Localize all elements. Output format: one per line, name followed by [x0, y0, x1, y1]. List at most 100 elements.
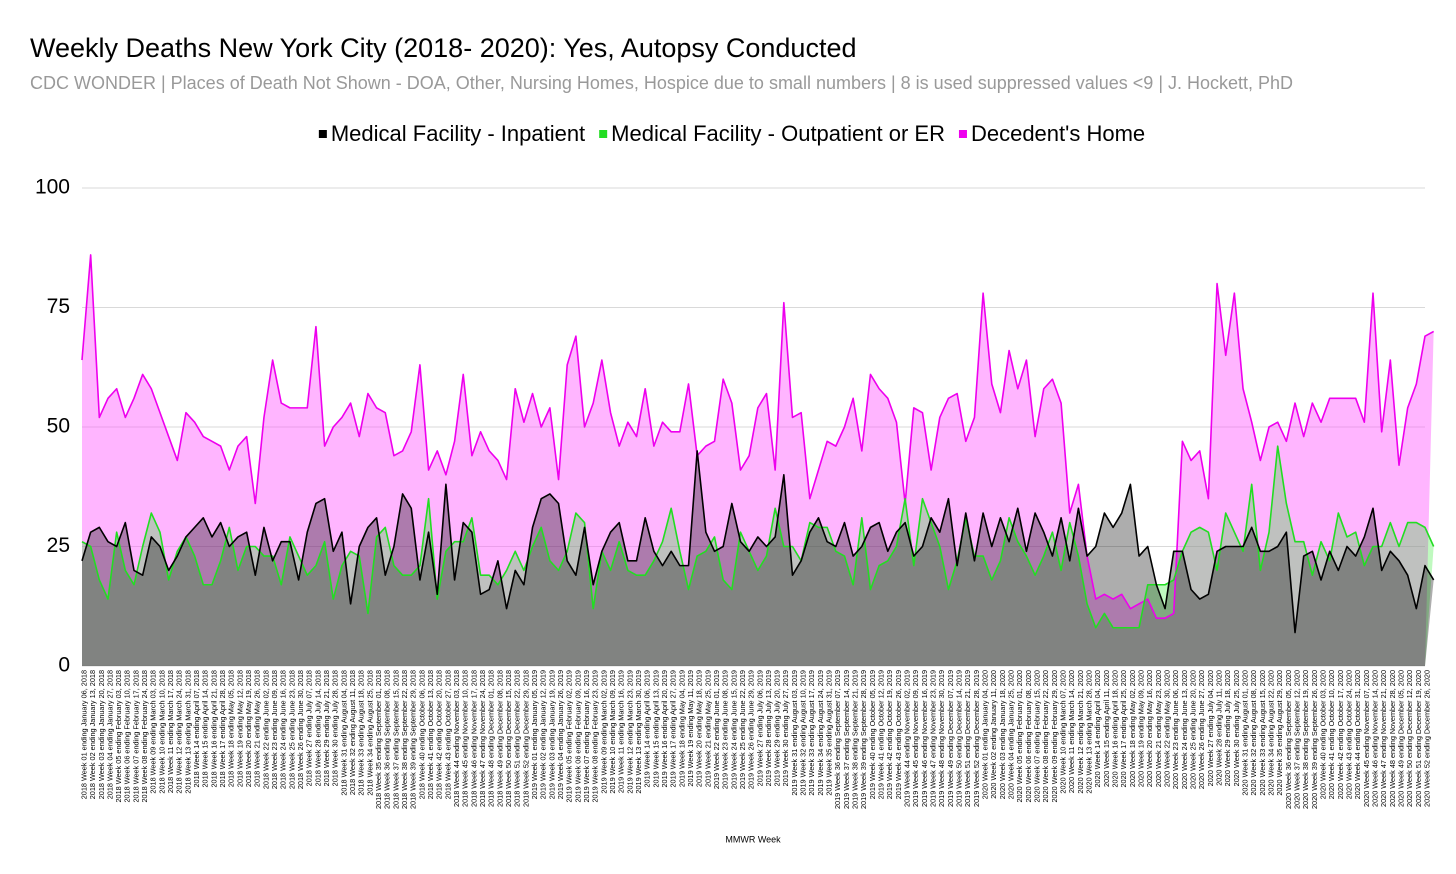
x-tick-label: 2020 Week 11 ending March 14, 2020	[1067, 670, 1076, 793]
x-tick-label: 2018 Week 12 ending March 24, 2018	[175, 670, 184, 794]
x-tick-label: 2020 Week 23 ending June 06, 2020	[1171, 670, 1180, 789]
x-tick-label: 2018 Week 29 ending July 21, 2018	[322, 670, 331, 786]
y-tick-label: 75	[47, 295, 70, 318]
x-tick-label: 2018 Week 03 ending January 20, 2018	[97, 670, 106, 799]
x-tick-label: 2018 Week 48 ending December 01, 2018	[487, 670, 496, 807]
x-tick-label: 2019 Week 44 ending November 02, 2019	[903, 670, 912, 807]
chart-title: Weekly Deaths New York City (2018- 2020)…	[30, 33, 856, 63]
x-tick-label: 2018 Week 51 ending December 22, 2018	[513, 670, 522, 807]
y-tick-label: 50	[47, 415, 70, 438]
x-tick-label: 2020 Week 01 ending January 04, 2020	[981, 670, 990, 799]
x-tick-label: 2018 Week 45 ending November 10, 2018	[461, 670, 470, 807]
x-tick-label: 2018 Week 32 ending August 11, 2018	[348, 670, 357, 795]
x-tick-label: 2020 Week 50 ending December 12, 2020	[1405, 670, 1414, 807]
x-tick-label: 2020 Week 43 ending October 24, 2020	[1344, 670, 1353, 799]
x-tick-label: 2020 Week 30 ending July 25, 2020	[1232, 670, 1241, 786]
x-tick-label: 2018 Week 43 ending October 27, 2018	[443, 670, 452, 799]
x-tick-label: 2020 Week 36 ending September 05, 2020	[1284, 670, 1293, 809]
series-line	[81, 445, 1435, 629]
x-tick-label: 2019 Week 01 ending January 05, 2019	[530, 670, 539, 799]
x-tick-label: 2018 Week 07 ending February 17, 2018	[131, 670, 140, 803]
x-tick-label: 2018 Week 37 ending September 15, 2018	[391, 670, 400, 809]
x-tick-label: 2019 Week 17 ending April 27, 2019	[669, 670, 678, 788]
x-tick-label: 2018 Week 38 ending September 22, 2018	[400, 670, 409, 809]
x-tick-label: 2020 Week 09 ending February 29, 2020	[1050, 670, 1059, 803]
x-tick-label: 2020 Week 48 ending November 28, 2020	[1388, 670, 1397, 807]
x-tick-label: 2019 Week 38 ending September 21, 2019	[851, 670, 860, 809]
x-tick-label: 2019 Week 11 ending March 16, 2019	[617, 670, 626, 793]
x-tick-label: 2020 Week 12 ending March 21, 2020	[1076, 670, 1085, 794]
x-tick-label: 2019 Week 40 ending October 05, 2019	[868, 670, 877, 799]
x-tick-label: 2019 Week 41 ending October 12, 2019	[877, 670, 886, 799]
x-tick-label: 2019 Week 45 ending November 09, 2019	[911, 670, 920, 807]
x-tick-label: 2018 Week 33 ending August 18, 2018	[357, 670, 366, 796]
x-tick-label: 2020 Week 02 ending January 11, 2020	[989, 670, 998, 799]
x-tick-label: 2019 Week 09 ending March 02, 2019	[599, 670, 608, 794]
x-tick-label: 2018 Week 05 ending February 03, 2018	[114, 670, 123, 803]
x-tick-label: 2020 Week 07 ending February 15, 2020	[1033, 670, 1042, 803]
x-tick-label: 2020 Week 51 ending December 19, 2020	[1414, 670, 1423, 807]
legend-swatch	[599, 130, 608, 138]
x-tick-label: 2019 Week 36 ending September 07, 2019	[833, 670, 842, 809]
x-tick-label: 2019 Week 35 ending August 31, 2019	[825, 670, 834, 796]
x-tick-label: 2019 Week 13 ending March 30, 2019	[634, 670, 643, 794]
x-tick-label: 2019 Week 37 ending September 14, 2019	[842, 670, 851, 809]
legend: Medical Facility - Inpatient Medical Faci…	[318, 121, 1145, 146]
x-tick-label: 2020 Week 16 ending April 18, 2020	[1110, 670, 1119, 788]
x-tick-label: 2019 Week 39 ending September 28, 2019	[859, 670, 868, 809]
x-tick-label: 2020 Week 41 ending October 10, 2020	[1327, 670, 1336, 799]
x-tick-label: 2018 Week 39 ending September 29, 2018	[409, 670, 418, 809]
chart-subtitle: CDC WONDER | Places of Death Not Shown -…	[30, 73, 1293, 93]
x-tick-label: 2020 Week 29 ending July 18, 2020	[1223, 670, 1232, 786]
x-tick-label: 2020 Week 05 ending February 01, 2020	[1015, 670, 1024, 803]
legend-swatch	[318, 130, 327, 138]
x-tick-label: 2018 Week 08 ending February 24, 2018	[140, 670, 149, 803]
x-tick-label: 2019 Week 52 ending December 28, 2019	[972, 670, 981, 807]
x-tick-label: 2018 Week 20 ending May 19, 2018	[244, 670, 253, 787]
x-tick-label: 2020 Week 06 ending February 08, 2020	[1024, 670, 1033, 803]
x-tick-label: 2018 Week 17 ending April 28, 2018	[218, 670, 227, 788]
x-tick-label: 2020 Week 17 ending April 25, 2020	[1119, 670, 1128, 788]
x-tick-label: 2020 Week 25 ending June 20, 2020	[1188, 670, 1197, 789]
series-line	[81, 450, 1435, 634]
x-tick-label: 2020 Week 52 ending December 26, 2020	[1422, 670, 1431, 807]
y-tick-label: 100	[35, 176, 70, 199]
x-tick-label: 2018 Week 24 ending June 16, 2018	[279, 670, 288, 789]
x-tick-label: 2018 Week 01 ending January 06, 2018	[79, 670, 88, 799]
x-tick-label: 2018 Week 49 ending December 08, 2018	[495, 670, 504, 807]
area-fill	[82, 450, 1434, 666]
x-tick-label: 2019 Week 46 ending November 16, 2019	[920, 670, 929, 807]
x-tick-label: 2019 Week 25 ending June 22, 2019	[738, 670, 747, 789]
x-tick-label: 2018 Week 22 ending June 02, 2018	[261, 670, 270, 789]
x-tick-label: 2020 Week 39 ending September 26, 2020	[1310, 670, 1319, 809]
x-tick-label: 2018 Week 35 ending September 01, 2018	[374, 670, 383, 809]
x-tick-label: 2020 Week 04 ending January 25, 2020	[1007, 670, 1016, 799]
x-tick-label: 2018 Week 40 ending October 06, 2018	[417, 670, 426, 799]
x-tick-label: 2019 Week 43 ending October 26, 2019	[894, 670, 903, 799]
x-tick-label: 2020 Week 28 ending July 11, 2020	[1214, 670, 1223, 786]
x-tick-label: 2019 Week 29 ending July 20, 2019	[773, 670, 782, 786]
x-tick-label: 2018 Week 21 ending May 26, 2018	[253, 670, 262, 787]
x-tick-label: 2020 Week 31 ending August 01, 2020	[1240, 670, 1249, 796]
x-tick-label: 2018 Week 25 ending June 23, 2018	[287, 670, 296, 789]
x-tick-label: 2020 Week 44 ending October 31, 2020	[1353, 670, 1362, 799]
legend-label: Medical Facility - Inpatient	[331, 121, 585, 146]
x-tick-label: 2018 Week 52 ending December 29, 2018	[521, 670, 530, 807]
x-axis-label: MMWR Week	[725, 834, 781, 844]
x-tick-label: 2020 Week 33 ending August 15, 2020	[1258, 670, 1267, 796]
x-tick-label: 2018 Week 13 ending March 31, 2018	[183, 670, 192, 794]
x-tick-label: 2020 Week 46 ending November 14, 2020	[1370, 670, 1379, 807]
x-tick-label: 2020 Week 18 ending May 02, 2020	[1128, 670, 1137, 787]
x-tick-label: 2018 Week 26 ending June 30, 2018	[296, 670, 305, 789]
x-tick-label: 2020 Week 35 ending August 29, 2020	[1275, 670, 1284, 796]
x-tick-label: 2020 Week 03 ending January 18, 2020	[998, 670, 1007, 799]
x-tick-label: 2018 Week 11 ending March 17, 2018	[166, 670, 175, 793]
x-tick-label: 2020 Week 42 ending October 17, 2020	[1336, 670, 1345, 799]
x-tick-label: 2019 Week 12 ending March 23, 2019	[625, 670, 634, 794]
x-tick-label: 2019 Week 05 ending February 02, 2019	[565, 670, 574, 803]
x-tick-label: 2019 Week 32 ending August 10, 2019	[799, 670, 808, 796]
y-tick-label: 0	[58, 654, 70, 677]
x-tick-label: 2019 Week 30 ending July 27, 2019	[781, 670, 790, 786]
x-tick-label: 2018 Week 16 ending April 21, 2018	[209, 670, 218, 788]
